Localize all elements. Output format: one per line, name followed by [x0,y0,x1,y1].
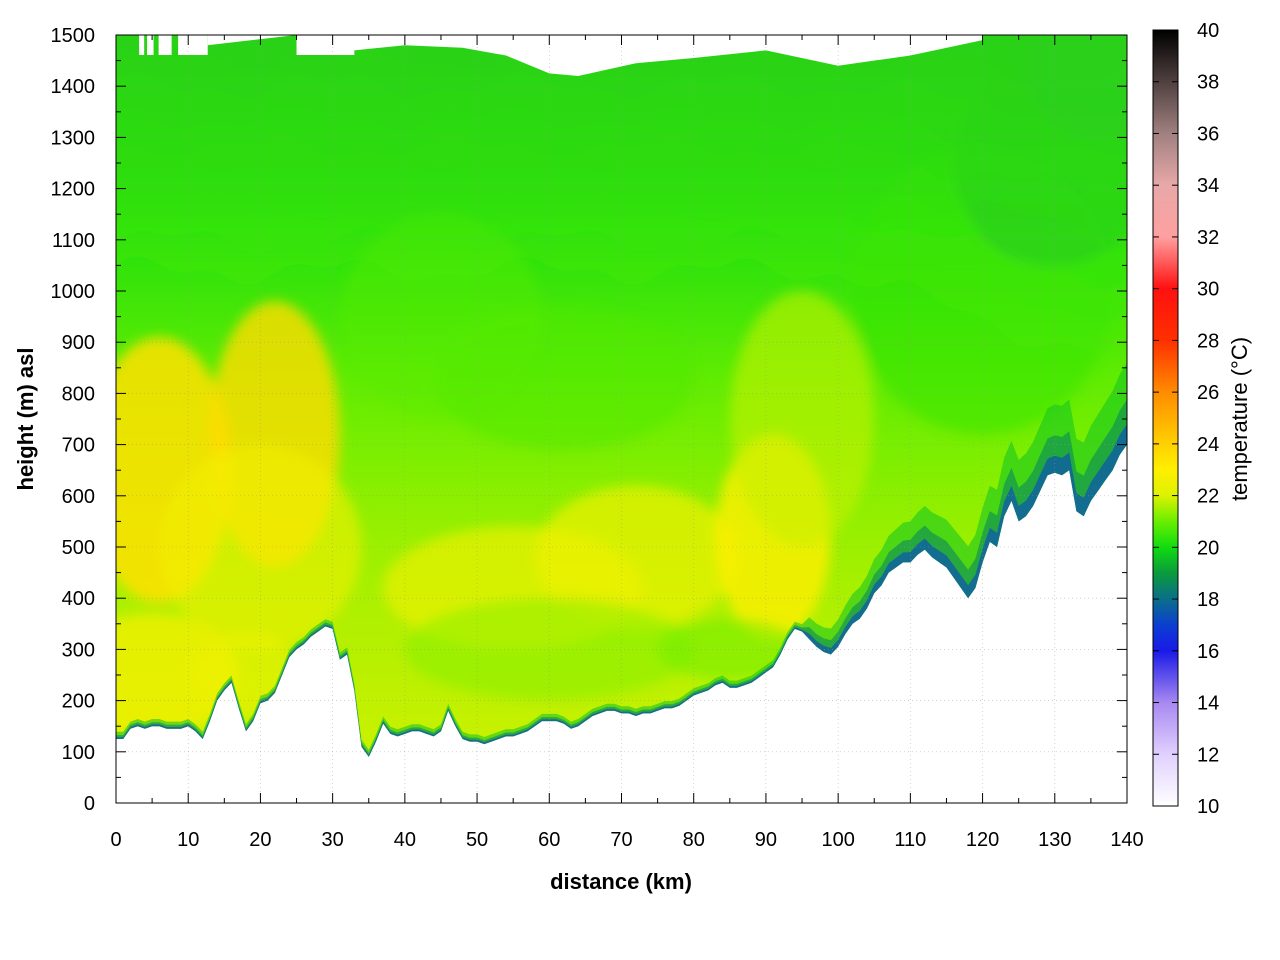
x-tick-label: 60 [538,829,560,851]
x-tick-label: 70 [610,829,632,851]
heatmap-plot-area [116,35,1127,757]
colorbar-tick-label: 38 [1197,72,1219,94]
x-tick-label: 50 [466,829,488,851]
colorbar-tick-label: 16 [1197,641,1219,663]
colorbar-ticks: 10 12 14 16 18 20 22 24 26 28 30 32 34 36 38 40 [1153,20,1219,818]
colorbar-tick-label: 32 [1197,227,1219,249]
y-tick-label: 800 [62,383,95,405]
y-tick-label: 900 [62,332,95,354]
y-tick-label: 1400 [51,76,96,98]
colorbar: 10 12 14 16 18 20 22 24 26 28 30 32 34 36 38 40 tempera… [1152,20,1252,818]
x-axis: 0 10 20 30 40 50 60 70 80 90 100 110 120 130 140 [110,35,1144,851]
warm-cool-regions [116,35,1127,737]
x-tick-label: 90 [755,829,777,851]
x-tick-label: 130 [1038,829,1071,851]
x-tick-label: 20 [249,829,271,851]
colorbar-tick-label: 40 [1197,20,1219,42]
x-tick-label: 140 [1110,829,1143,851]
y-tick-label: 200 [62,691,95,713]
colorbar-tick-label: 22 [1197,486,1219,508]
x-tick-label: 40 [394,829,416,851]
isotherm-bands [116,35,1127,357]
y-tick-label: 1300 [51,127,96,149]
x-tick-label: 110 [894,829,926,851]
y-axis-label: height (m) asl [13,347,38,490]
y-tick-label: 500 [62,537,95,559]
x-tick-label: 80 [683,829,705,851]
colorbar-tick-label: 30 [1197,279,1219,301]
colorbar-tick-label: 36 [1197,123,1219,145]
x-tick-label: 120 [966,829,999,851]
colorbar-label: temperature (°C) [1227,337,1252,501]
y-tick-label: 300 [62,639,95,661]
y-tick-label: 700 [62,435,95,457]
x-tick-label: 30 [322,829,344,851]
colorbar-tick-label: 12 [1197,744,1219,766]
x-tick-label: 10 [177,829,199,851]
y-tick-label: 100 [62,742,95,764]
colorbar-tick-label: 18 [1197,589,1219,611]
x-tick-label: 0 [110,829,121,851]
x-axis-label: distance (km) [550,869,692,894]
colorbar-tick-label: 26 [1197,382,1219,404]
y-tick-label: 0 [84,793,95,815]
y-tick-label: 400 [62,588,95,610]
y-tick-label: 1500 [51,25,96,47]
y-tick-label: 1000 [51,281,96,303]
y-tick-label: 1200 [51,179,96,201]
colorbar-tick-label: 34 [1197,175,1219,197]
y-axis: 0 100 200 300 400 500 600 700 800 900 1000 1100 1200… [51,25,1127,815]
colorbar-tick-label: 14 [1197,693,1219,715]
colorbar-tick-label: 10 [1197,796,1219,818]
colorbar-gradient [1152,29,1179,807]
y-tick-label: 600 [62,486,95,508]
colorbar-tick-label: 20 [1197,537,1219,559]
y-tick-label: 1100 [52,230,95,252]
grid-lines [116,35,1127,803]
x-tick-label: 100 [821,829,854,851]
colorbar-tick-label: 24 [1197,434,1219,456]
colorbar-tick-label: 28 [1197,330,1219,352]
